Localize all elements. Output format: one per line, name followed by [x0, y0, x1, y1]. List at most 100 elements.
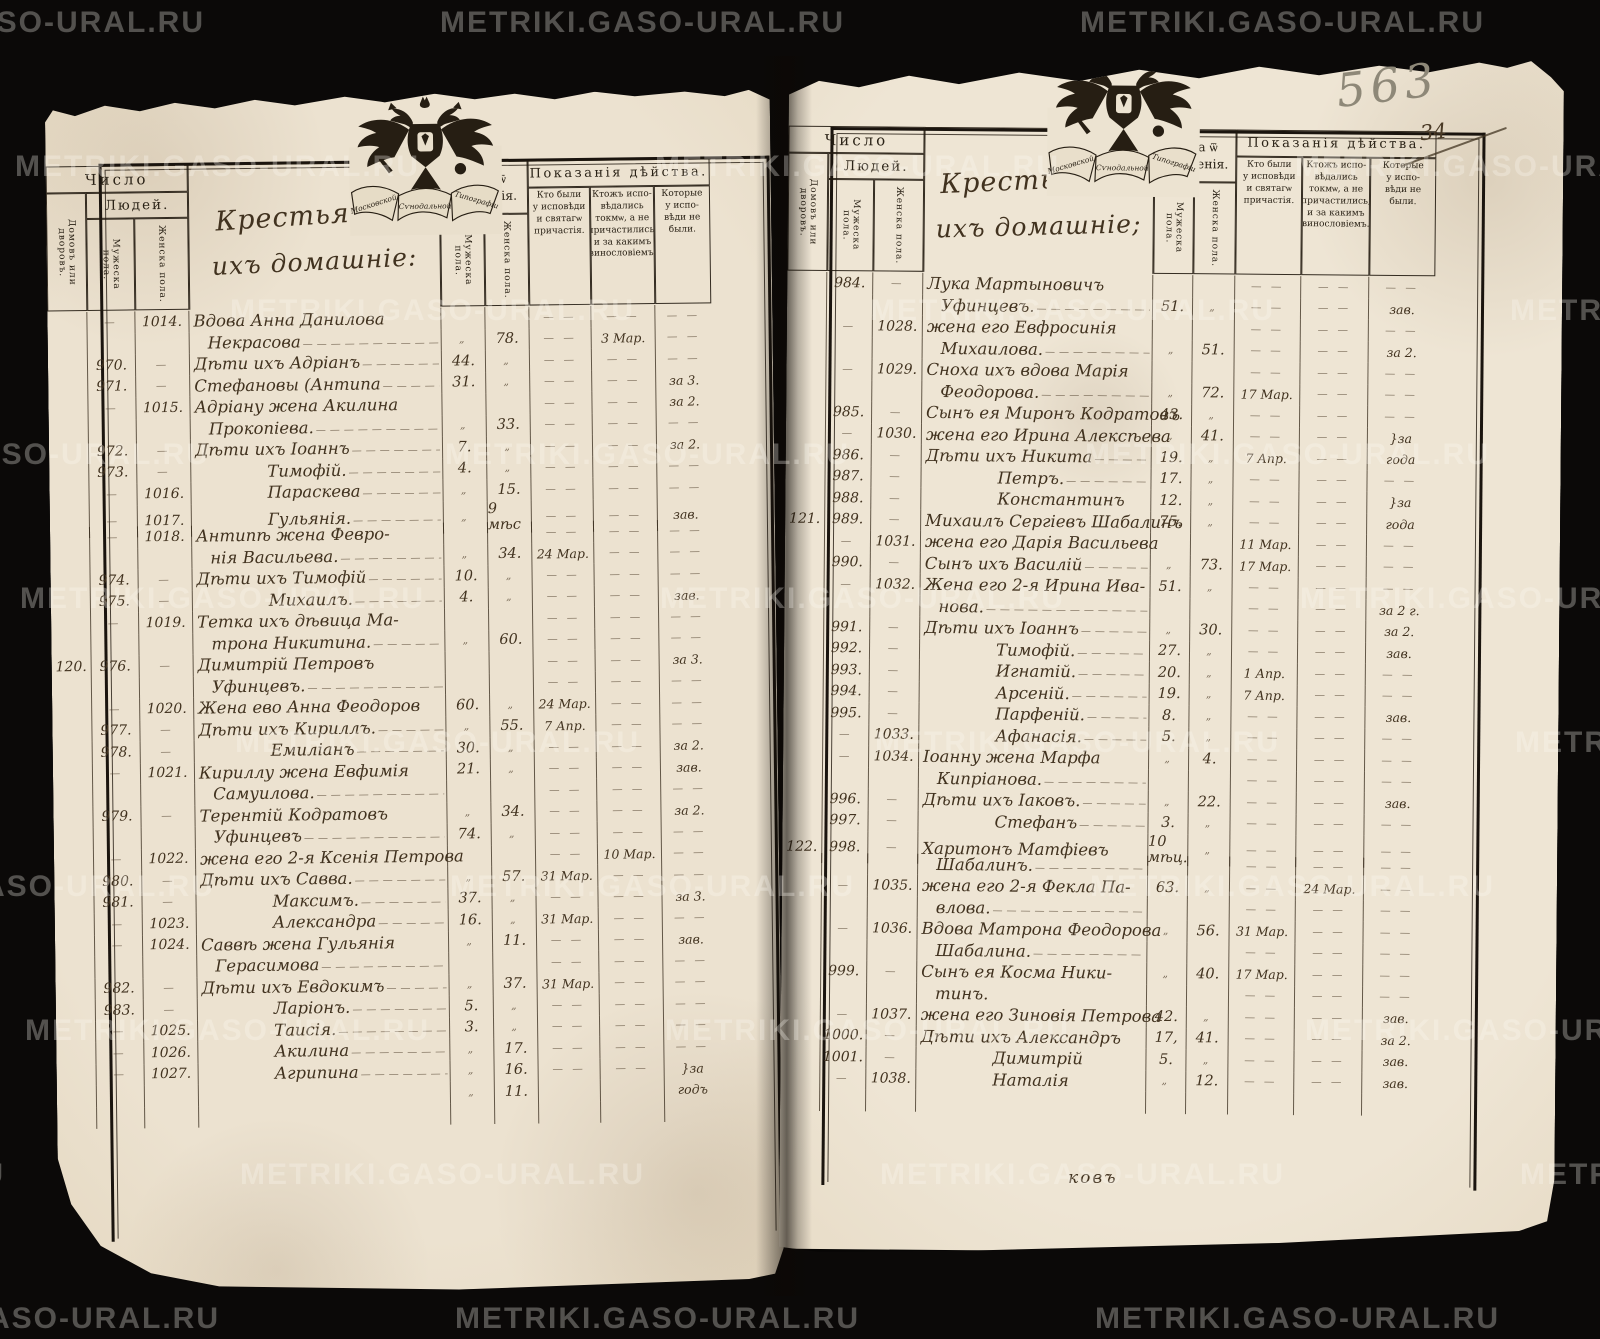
- female-number-cell: 1029.: [872, 358, 922, 380]
- household-number-cell: [48, 333, 88, 355]
- confessed-only-mark-cell: — —: [1298, 663, 1366, 685]
- male-number-cell: [97, 1107, 145, 1129]
- male-number-cell: 996.: [823, 788, 869, 810]
- absent-mark-cell: зав.: [676, 759, 702, 775]
- age-male-cell: 19.: [1152, 447, 1192, 469]
- age-female-cell: [1191, 533, 1233, 555]
- confessed-mark-cell: — —: [1231, 749, 1297, 771]
- age-male-cell: 51.: [1150, 576, 1190, 598]
- person-name-cell: Наталія: [916, 1068, 1146, 1092]
- confessed-mark-cell: — —: [535, 736, 597, 758]
- person-name-cell: жена его 2-я Ксенія Петрова: [196, 845, 448, 870]
- person-name-cell: [199, 1082, 451, 1107]
- absent-mark-cell: — —: [669, 545, 704, 559]
- person-name-cell: Жена ево Анна Феодоров: [194, 695, 446, 720]
- confessed-mark-cell: — —: [537, 951, 599, 973]
- male-number-cell: [91, 634, 139, 656]
- person-name-cell: Стефанъ ——————————————————: [918, 810, 1148, 834]
- confessed-only-mark-cell: — —: [595, 628, 659, 650]
- confessed-only-mark-cell: — —: [1300, 427, 1368, 449]
- age-male-cell: 3.: [450, 1017, 494, 1039]
- age-female-cell: „: [1189, 727, 1231, 749]
- confessed-mark-cell: — —: [1231, 770, 1297, 792]
- female-number-cell: [140, 676, 194, 698]
- male-number-cell: 978.: [93, 741, 141, 763]
- age-male-cell: 31.: [442, 372, 486, 394]
- age-female-cell: „: [486, 350, 530, 372]
- age-female-cell: [490, 672, 534, 694]
- confessed-mark-cell: — —: [1235, 340, 1301, 362]
- confessed-mark-cell: — —: [532, 521, 594, 543]
- confessed-mark-cell: 17 Мар.: [1233, 555, 1299, 577]
- female-number-cell: 1023.: [143, 913, 197, 935]
- confessed-only-mark-cell: — —: [1296, 814, 1364, 836]
- person-name-cell: жена его Ирина Алексѣева: [922, 423, 1152, 447]
- absent-mark-cell: — —: [1385, 324, 1419, 337]
- female-number-cell: —: [873, 272, 923, 294]
- absent-mark-cell: за 2.: [1384, 624, 1415, 640]
- male-number-cell: 973.: [89, 462, 137, 484]
- absent-mark-cell: — —: [1384, 389, 1418, 402]
- age-female-cell: 41.: [1192, 426, 1234, 448]
- male-number-cell: [824, 594, 870, 616]
- male-number-cell: [822, 895, 868, 917]
- confessed-mark-cell: — —: [1233, 469, 1299, 491]
- confessed-mark-cell: — —: [1230, 856, 1296, 878]
- household-number-cell: [51, 634, 91, 656]
- female-number-cell: —: [866, 1046, 916, 1068]
- person-name-cell: Стефановы (Антипа ——————————————————: [190, 372, 442, 397]
- confessed-mark-cell: — —: [1228, 1050, 1294, 1072]
- age-male-cell: „: [1147, 963, 1187, 985]
- male-number-cell: 987.: [825, 465, 871, 487]
- person-name-cell: Сноха ихъ вдова Марія: [922, 359, 1152, 383]
- confessed-only-mark-cell: — —: [1299, 491, 1367, 513]
- confessed-only-mark-cell: — —: [1295, 921, 1363, 943]
- archive-watermark: METRIKI.GASO-URAL.RU: [1080, 6, 1485, 39]
- age-male-cell: 20.: [1150, 662, 1190, 684]
- age-female-cell: [485, 307, 529, 329]
- absent-mark-cell: }за: [1389, 430, 1413, 446]
- female-number-cell: 1021.: [141, 762, 195, 784]
- age-female-cell: [493, 952, 537, 974]
- male-number-cell: [827, 336, 873, 358]
- confessed-only-mark-cell: — —: [1294, 1050, 1362, 1072]
- female-number-cell: —: [869, 702, 919, 724]
- confessed-mark-cell: — —: [1234, 362, 1300, 384]
- household-number-cell: [54, 849, 94, 871]
- household-number-cell: [53, 806, 93, 828]
- age-female-cell: 41.: [1187, 1028, 1229, 1050]
- confessed-only-mark-cell: — —: [600, 993, 664, 1015]
- female-number-cell: 1036.: [868, 917, 918, 939]
- age-male-cell: 17.: [1151, 468, 1191, 490]
- absent-mark-cell: годъ: [677, 1081, 709, 1098]
- ledger-rows: 984. — Лука Мартыновичъ — — — — — — Уфинцевъ. —…: [780, 272, 1562, 1117]
- confessed-only-mark-cell: — —: [593, 456, 657, 478]
- household-number-cell: [55, 978, 95, 1000]
- header-acts: Показанія дѣйства.: [528, 158, 710, 187]
- age-female-cell: „: [1186, 1049, 1228, 1071]
- absent-mark-cell: — —: [1381, 690, 1416, 703]
- female-number-cell: [873, 337, 923, 359]
- absent-mark-cell: зав.: [1384, 796, 1411, 812]
- female-number-cell: —: [871, 466, 921, 488]
- absent-mark-cell: — —: [674, 975, 709, 989]
- absent-mark-cell: зав.: [1386, 645, 1412, 661]
- female-number-cell: —: [137, 440, 191, 462]
- male-number-cell: 970.: [88, 354, 136, 376]
- age-male-cell: „: [451, 1081, 495, 1103]
- confessed-mark-cell: — —: [538, 994, 600, 1016]
- age-female-cell: 11.: [495, 1081, 539, 1103]
- age-female-cell: 34.: [488, 543, 532, 565]
- household-number-cell: [54, 892, 94, 914]
- age-female-cell: [1187, 942, 1229, 964]
- confessed-mark-cell: — —: [533, 585, 595, 607]
- confessed-only-mark-cell: — —: [1301, 319, 1369, 341]
- ledger-page-left: Московской Сѵнодальной Типографіи Число …: [52, 92, 777, 1292]
- person-name-cell: Некрасова ——————————————————: [190, 329, 442, 354]
- person-name-cell: нова. ——————————————————: [920, 595, 1150, 619]
- male-number-cell: —: [95, 935, 143, 957]
- female-number-cell: 1022.: [142, 848, 196, 870]
- person-name-cell: Дѣти ихъ Кириллъ. ——————————————————: [194, 716, 446, 741]
- header-act-confessed-only: Ктожъ испо- вѣдались токмѡ, а не причаст…: [1301, 157, 1370, 276]
- age-female-cell: „: [486, 371, 530, 393]
